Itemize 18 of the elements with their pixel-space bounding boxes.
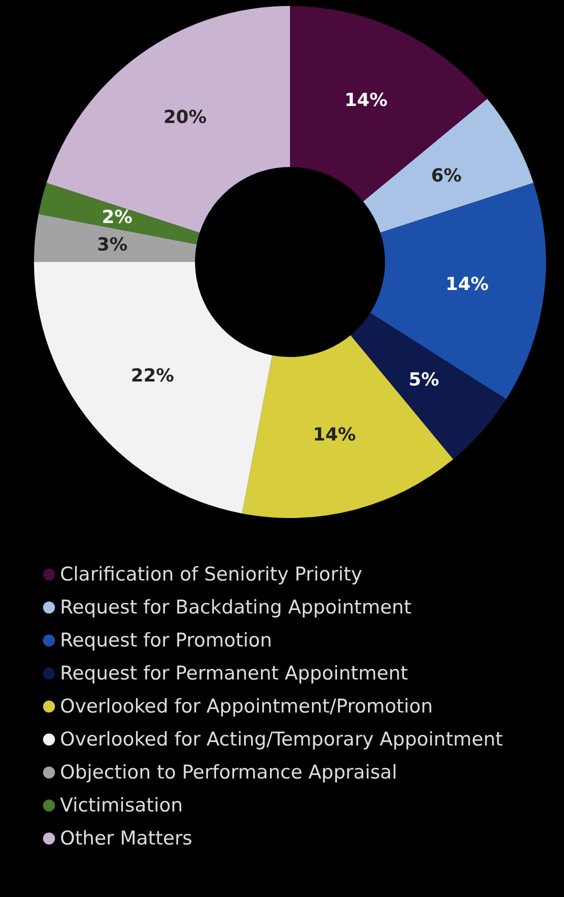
data-label: 6%	[431, 166, 462, 187]
legend-label: Overlooked for Appointment/Promotion	[60, 696, 433, 718]
legend-label: Request for Promotion	[60, 630, 272, 652]
data-label: 3%	[97, 234, 128, 256]
data-label: 14%	[446, 274, 489, 295]
legend-label: Victimisation	[60, 794, 183, 816]
data-label: 2%	[102, 207, 132, 228]
data-label: 5%	[408, 370, 440, 391]
data-label: 22%	[130, 365, 174, 386]
legend-label: Other Matters	[60, 828, 192, 850]
legend-label: Request for Backdating Appointment	[60, 596, 412, 618]
legend-label: Clarification of Seniority Priority	[60, 564, 362, 586]
legend-label: Overlooked for Acting/Temporary Appointment	[60, 728, 503, 750]
data-label: 14%	[344, 90, 388, 111]
data-label: 14%	[312, 424, 356, 446]
data-label: 20%	[164, 107, 207, 128]
legend-label: Request for Permanent Appointment	[60, 662, 408, 684]
legend-label: Objection to Performance Appraisal	[60, 762, 398, 784]
